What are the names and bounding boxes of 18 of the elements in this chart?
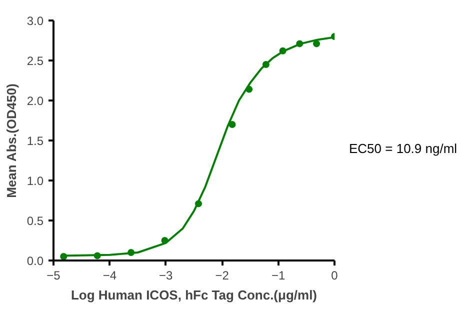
y-tick-label: 1.5 — [26, 134, 44, 148]
y-tick-label: 0.5 — [26, 214, 44, 228]
y-tick-label: 3.0 — [26, 14, 44, 28]
x-tick-label: 0 — [331, 268, 338, 282]
y-tick-label: 2.5 — [26, 54, 44, 68]
y-tick-label: 0.0 — [26, 254, 44, 268]
text: EC50 = 10.9 ng/ml — [349, 140, 458, 158]
x-tick-label: −2 — [215, 268, 230, 282]
point — [228, 121, 236, 128]
y-tick-label: 2.0 — [26, 94, 44, 108]
y-tick-label: 1.0 — [26, 174, 44, 188]
x-axis-title: Log Human ICOS, hFc Tag Conc.(μg/ml) — [70, 288, 318, 302]
x-tick-label: −4 — [102, 268, 117, 282]
point — [313, 40, 320, 48]
x-tick-label: −1 — [271, 268, 286, 282]
x-tick-label: −3 — [159, 268, 174, 282]
x-tick-label: −5 — [46, 268, 61, 282]
y-axis-title: Mean Abs.(OD450) — [4, 84, 19, 198]
